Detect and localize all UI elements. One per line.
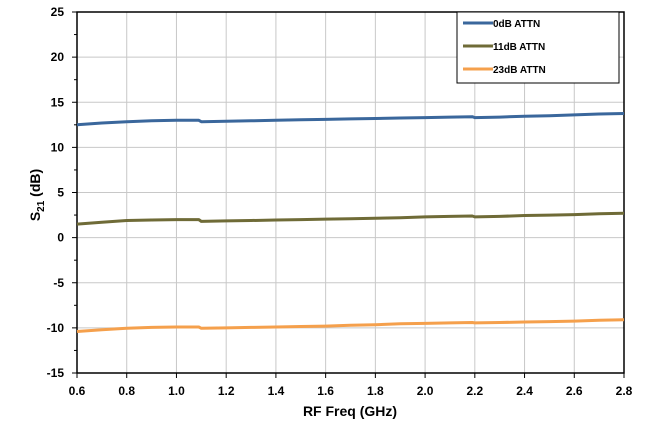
x-tick-label: 0.6: [69, 384, 86, 398]
y-tick-label: 20: [51, 50, 65, 64]
legend-label-1: 11dB ATTN: [493, 42, 545, 53]
x-tick-label: 1.8: [367, 384, 384, 398]
legend-label-0: 0dB ATTN: [493, 19, 540, 30]
x-tick-label: 1.0: [168, 384, 185, 398]
y-axis-title-subscript: 21: [36, 200, 47, 212]
series-line-0: [76, 112, 625, 127]
x-tick-label: 2.6: [566, 384, 583, 398]
x-tick-label: 2.2: [466, 384, 483, 398]
x-tick-label: 1.4: [268, 384, 285, 398]
series-line-2: [76, 318, 625, 333]
legend: 0dB ATTN 11dB ATTN 23dB ATTN: [456, 11, 620, 84]
y-tick-label: 5: [57, 186, 64, 200]
y-tick-label: 25: [51, 5, 65, 19]
series-line-1: [76, 211, 625, 226]
x-tick-label: 0.8: [118, 384, 135, 398]
y-tick-label: 10: [51, 140, 65, 154]
x-tick-label: 1.6: [317, 384, 334, 398]
x-tick-label: 2.4: [516, 384, 533, 398]
x-axis-title: RF Freq (GHz): [303, 403, 397, 419]
y-axis-title-base: S: [27, 212, 43, 221]
y-tick-label: -5: [53, 276, 64, 290]
y-axis-title-rest: (dB): [27, 169, 43, 201]
series-layer: [76, 112, 625, 333]
y-axis-title: S21 (dB): [27, 169, 47, 221]
tick-labels: 0.6 0.8 1.0 1.2 1.4 1.6 1.8 2.0 2.2 2.4 2.6 2.8 -15 -…: [47, 5, 633, 398]
y-tick-label: 15: [51, 95, 65, 109]
x-tick-label: 1.2: [218, 384, 235, 398]
legend-label-2: 23dB ATTN: [493, 65, 546, 76]
x-tick-label: 2.8: [616, 384, 633, 398]
axis-ticks: [72, 11, 625, 378]
y-tick-label: -10: [47, 321, 65, 335]
x-tick-label: 2.0: [417, 384, 434, 398]
y-tick-label: -15: [47, 366, 65, 380]
y-tick-label: 0: [57, 231, 64, 245]
